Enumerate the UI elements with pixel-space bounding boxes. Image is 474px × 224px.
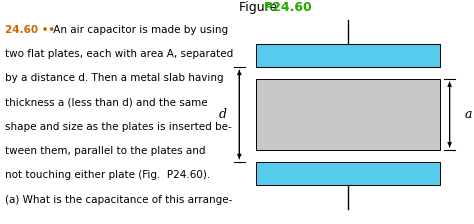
Bar (256, 44, 440, 67)
Text: (a) What is the capacitance of this arrange-: (a) What is the capacitance of this arra… (5, 195, 233, 205)
Bar (256, 79, 440, 150)
Text: d: d (219, 108, 227, 121)
Text: 24.60 ••: 24.60 •• (5, 25, 55, 35)
Text: not touching either plate (Fig.  P24.60).: not touching either plate (Fig. P24.60). (5, 170, 210, 181)
Text: An air capacitor is made by using: An air capacitor is made by using (50, 25, 228, 35)
Bar (256, 162, 440, 185)
Text: by a distance d. Then a metal slab having: by a distance d. Then a metal slab havin… (5, 73, 224, 83)
Text: Figure: Figure (239, 1, 282, 14)
Text: shape and size as the plates is inserted be-: shape and size as the plates is inserted… (5, 122, 232, 132)
Text: P24.60: P24.60 (264, 1, 313, 14)
Text: a: a (465, 108, 472, 121)
Text: two flat plates, each with area A, separated: two flat plates, each with area A, separ… (5, 49, 234, 59)
Text: thickness a (less than d) and the same: thickness a (less than d) and the same (5, 98, 208, 108)
Text: tween them, parallel to the plates and: tween them, parallel to the plates and (5, 146, 206, 156)
